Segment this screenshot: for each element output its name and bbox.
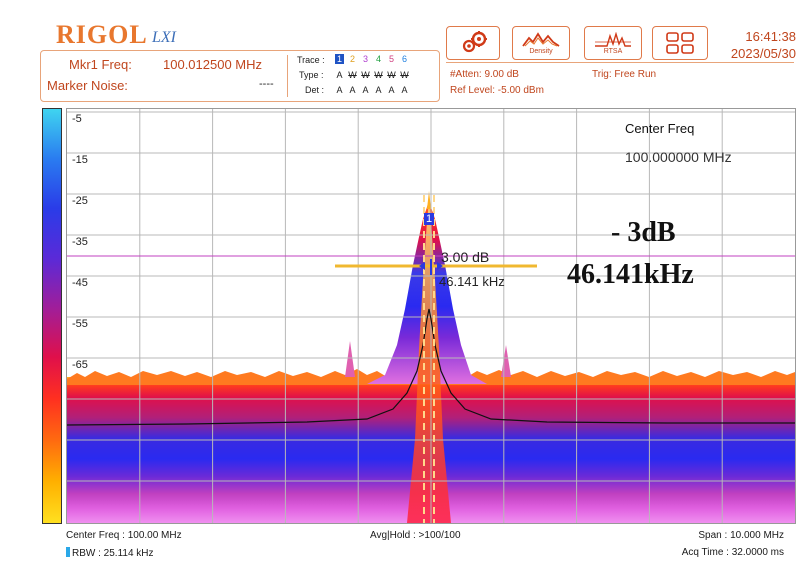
- marker-noise-value: ----: [259, 78, 274, 90]
- right-spur: [501, 345, 511, 377]
- center-freq-value: 100.000000 MHz: [625, 149, 732, 165]
- lxi-logo: LXI: [152, 29, 176, 46]
- footer-center-freq: Center Freq : 100.00 MHz: [66, 530, 182, 541]
- marker-readout-db: 3.00 dB: [441, 249, 490, 265]
- rbw-indicator-icon: [66, 547, 70, 557]
- density-button[interactable]: Density: [512, 26, 570, 60]
- trace-6-selector[interactable]: 6: [401, 54, 407, 64]
- trace-5-selector[interactable]: 5: [388, 54, 394, 64]
- trace-4-detector: A: [375, 85, 382, 95]
- density-icon: [522, 31, 560, 47]
- trace-1-selector[interactable]: 1: [335, 54, 344, 64]
- peak-tip: [427, 191, 431, 209]
- trace-5-type: W: [387, 70, 396, 80]
- density-label: Density: [529, 47, 553, 55]
- y-tick-label: -35: [72, 236, 88, 248]
- trace-6-detector: A: [401, 85, 408, 95]
- rtsa-button[interactable]: RTSA: [584, 26, 642, 60]
- trace-3-detector: A: [362, 85, 369, 95]
- y-tick-label: -45: [72, 277, 88, 289]
- center-freq-title: Center Freq: [625, 121, 695, 136]
- trace-3-type: W: [361, 70, 370, 80]
- ref-level-text: Ref Level: -5.00 dBm: [450, 85, 544, 96]
- annotation-bandwidth: 46.141kHz: [567, 259, 694, 290]
- y-tick-label: -65: [72, 359, 88, 371]
- rigol-logo: RIGOL: [56, 20, 148, 49]
- rtsa-label: RTSA: [603, 47, 623, 55]
- spectrum-canvas: [67, 109, 795, 523]
- trace-3-selector[interactable]: 3: [362, 54, 368, 64]
- marker-noise-label: Marker Noise:: [47, 78, 128, 93]
- trace-1-type: A: [336, 70, 343, 80]
- instrument-header: RIGOL LXI Density RTSA: [0, 0, 808, 104]
- settings-button[interactable]: [446, 26, 500, 60]
- marker-readout-khz: 46.141 kHz: [439, 274, 505, 289]
- annotation-3db: - 3dB: [611, 217, 676, 248]
- trace-4-selector[interactable]: 4: [375, 54, 381, 64]
- trace-2-type: W: [348, 70, 357, 80]
- peak-core: [407, 201, 451, 523]
- grid-lines: [67, 109, 795, 523]
- left-spur: [345, 341, 355, 377]
- type-label: Type :: [299, 70, 324, 80]
- trace-2-selector[interactable]: 2: [349, 54, 355, 64]
- measurement-info: #Atten: 9.00 dB Ref Level: -5.00 dBm Tri…: [446, 62, 794, 101]
- y-tick-label: -55: [72, 318, 88, 330]
- marker-freq-value: 100.012500 MHz: [163, 57, 263, 72]
- footer-avg-hold: Avg|Hold : >100/100: [370, 530, 461, 541]
- trigger-text: Trig: Free Run: [592, 69, 657, 80]
- y-tick-label: -5: [72, 113, 82, 125]
- clock: 16:41:38 2023/05/30: [731, 28, 796, 62]
- trace-1-detector: A: [336, 85, 343, 95]
- footer-acq-time: Acq Time : 32.0000 ms: [681, 547, 784, 558]
- rtsa-icon: [595, 31, 631, 47]
- clock-date: 2023/05/30: [730, 46, 796, 61]
- footer-rbw: RBW : 25.114 kHz: [66, 547, 154, 559]
- trace-label: Trace :: [297, 55, 325, 65]
- y-tick-label: -15: [72, 154, 88, 166]
- layout-button[interactable]: [652, 26, 708, 60]
- marker-arrows: [419, 262, 443, 270]
- trace-6-type: W: [400, 70, 409, 80]
- density-color-scale: [42, 108, 62, 524]
- footer-span: Span : 10.000 MHz: [698, 530, 784, 541]
- marker-freq-label: Mkr1 Freq:: [69, 57, 132, 72]
- y-tick-label: -25: [72, 195, 88, 207]
- trace-4-type: W: [374, 70, 383, 80]
- trace-2-detector: A: [349, 85, 356, 95]
- footer-rbw-text: RBW : 25.114 kHz: [72, 548, 154, 559]
- layout-grid-icon: [666, 32, 694, 54]
- atten-text: #Atten: 9.00 dB: [450, 69, 519, 80]
- marker-number[interactable]: 1: [424, 213, 435, 225]
- trace-5-detector: A: [388, 85, 395, 95]
- divider: [287, 55, 288, 97]
- marker-panel[interactable]: Mkr1 Freq: 100.012500 MHz Marker Noise: …: [40, 50, 440, 102]
- trace-curve: [67, 308, 795, 426]
- spectrum-plot[interactable]: 1 3.00 dB 46.141 kHz Center Freq 100.000…: [66, 108, 796, 524]
- gear-icon: [462, 31, 487, 53]
- det-label: Det :: [305, 85, 325, 95]
- clock-time: 16:41:38: [745, 29, 796, 44]
